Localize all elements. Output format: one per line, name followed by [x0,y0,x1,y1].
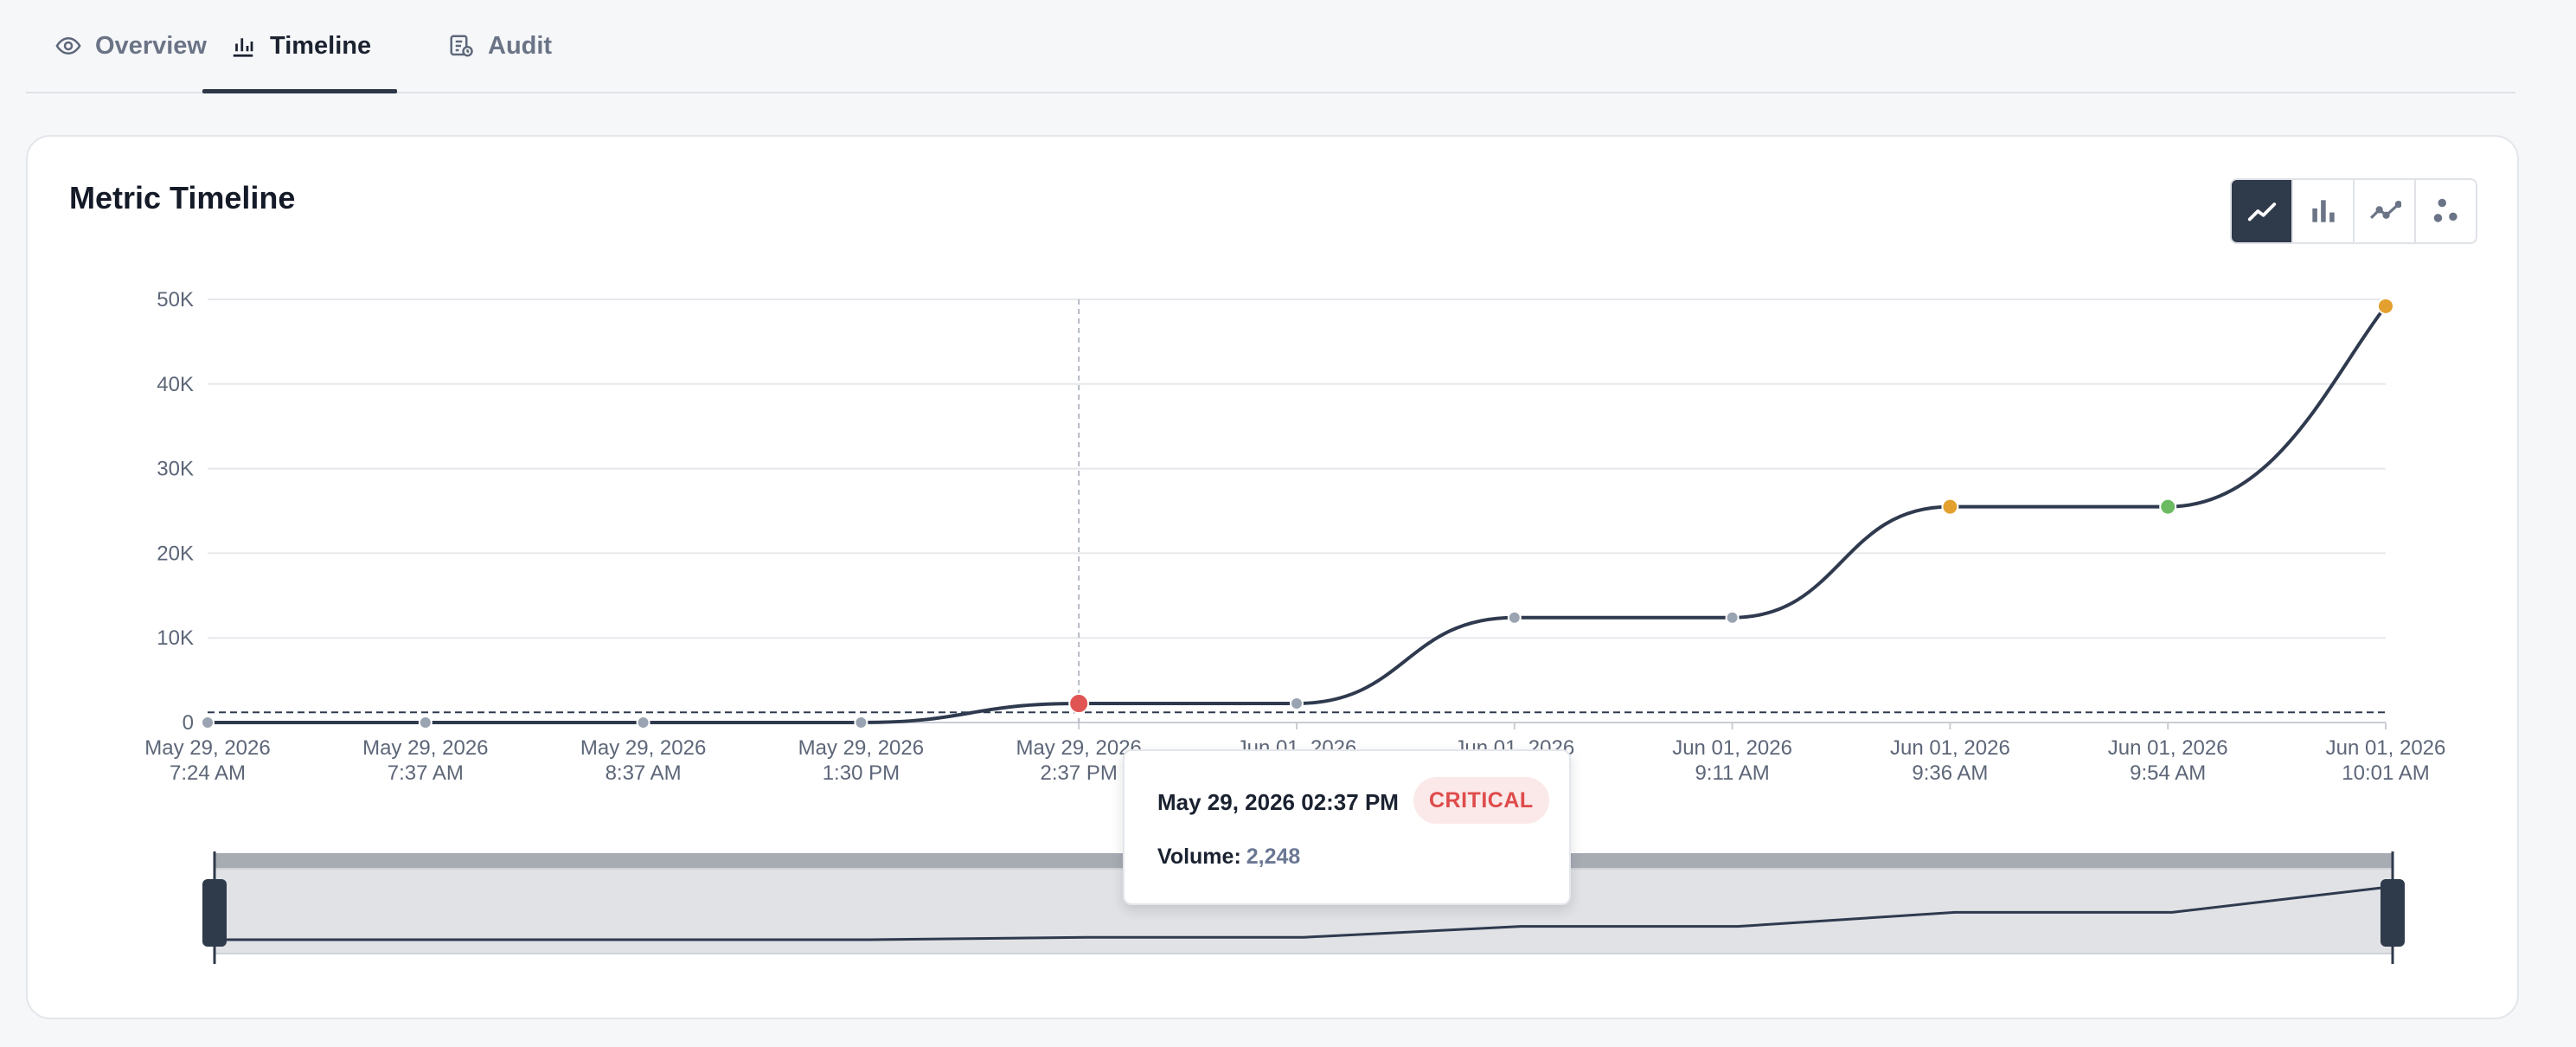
point-tooltip: May 29, 2026 02:37 PM CRITICAL Volume: 2,… [1123,749,1571,905]
x-tick-label: 9:11 AM [1695,761,1769,785]
card-title: Metric Timeline [69,180,296,215]
x-tick-label: 7:37 AM [388,761,464,785]
x-tick-label: Jun 01, 2026 [2108,736,2228,760]
x-tick-label: Jun 01, 2026 [1672,736,1792,760]
tab-timeline[interactable]: Timeline [202,0,398,93]
chart-type-area-button[interactable] [2232,180,2293,242]
tab-audit[interactable]: Audit [448,0,552,92]
x-tick-label: Jun 01, 2026 [2326,736,2446,760]
bar-chart-icon [233,38,253,57]
x-tick-label: Jun 01, 2026 [1890,736,2010,760]
data-point [1941,498,1959,516]
data-point [2159,498,2177,516]
data-point [418,716,433,729]
x-tick-label: 10:01 AM [2342,761,2429,785]
x-tick-label: 9:54 AM [2130,761,2206,785]
y-tick-label: 40K [157,373,194,396]
data-point [1507,610,1522,625]
chart-type-line-button[interactable] [2355,180,2416,242]
x-tick-label: 7:24 AM [170,761,246,785]
data-point [1725,610,1740,625]
tab-bar: Overview Timeline Audit [26,0,2515,93]
series-line [207,305,2387,725]
x-tick-label: May 29, 2026 [798,736,924,760]
tooltip-date: May 29, 2026 02:37 PM [1157,789,1399,815]
data-point [1068,693,1090,715]
chart-type-switcher [2230,178,2477,244]
data-point [201,716,215,729]
x-tick-label: May 29, 2026 [362,736,488,760]
area-chart-icon [2247,202,2276,222]
data-point [636,716,650,729]
scatter-chart-icon [2433,198,2457,222]
status-badge: CRITICAL [1413,777,1549,824]
y-tick-label: 10K [157,626,194,650]
tab-audit-label: Audit [488,31,553,60]
tooltip-metric-value: 2,248 [1246,845,1301,869]
line-chart-icon [2369,200,2401,220]
x-tick-label: 2:37 PM [1041,761,1118,785]
brush-preview-line [218,885,2390,941]
x-tick-label: May 29, 2026 [144,736,270,760]
y-tick-label: 0 [183,711,194,735]
data-point [854,716,868,729]
x-tick-label: 1:30 PM [823,761,900,785]
bar-chart-icon [2311,200,2335,222]
data-point [2377,297,2394,315]
audit-log-icon [450,35,473,57]
data-point [1290,697,1304,711]
x-tick-label: 9:36 AM [1912,761,1988,785]
tooltip-metric: Volume: 2,248 [1157,845,1300,870]
y-tick-label: 50K [157,288,194,312]
x-tick-label: May 29, 2026 [1016,736,1141,760]
eye-icon [55,36,81,55]
chart-type-scatter-button[interactable] [2416,180,2476,242]
y-tick-label: 30K [157,458,194,481]
tooltip-metric-label: Volume: [1157,845,1241,869]
chart-type-bar-button[interactable] [2293,180,2355,242]
tab-overview-label: Overview [95,31,207,60]
x-tick-label: 8:37 AM [606,761,682,785]
y-tick-label: 20K [157,542,194,565]
tab-overview[interactable]: Overview [55,0,207,92]
x-tick-label: May 29, 2026 [580,736,706,760]
brush-handle-left[interactable] [202,879,227,947]
brush-handle-right[interactable] [2381,879,2405,947]
tab-timeline-label: Timeline [270,31,372,60]
